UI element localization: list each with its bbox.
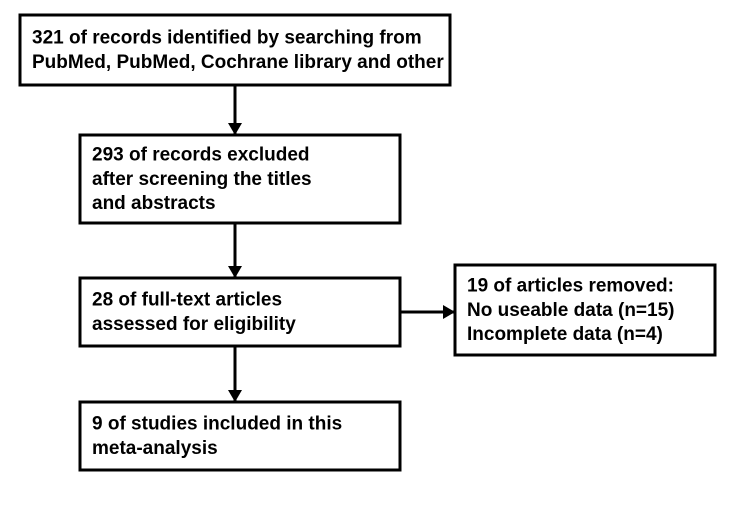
flow-node-included: 9 of studies included in this meta-analys…	[80, 402, 400, 470]
flow-node-removed-line-2: Incomplete data (n=4)	[467, 324, 663, 345]
flow-node-excluded: 293 of records excluded after screening t…	[80, 135, 400, 223]
flow-node-removed: 19 of articles removed: No useable data (…	[455, 265, 715, 355]
flow-node-removed-line-1: No useable data (n=15)	[467, 300, 674, 321]
flow-node-identified: 321 of records identified by searching f…	[20, 15, 450, 85]
flow-node-assessed-line-1: assessed for eligibility	[92, 314, 296, 335]
flow-node-included-line-1: meta-analysis	[92, 438, 218, 459]
flow-node-identified-line-1: PubMed, PubMed, Cochrane library and oth…	[32, 52, 444, 73]
flow-node-assessed-line-0: 28 of full-text articles	[92, 290, 282, 311]
flow-node-excluded-line-0: 293 of records excluded	[92, 145, 310, 166]
prisma-flowchart: 321 of records identified by searching f…	[0, 0, 736, 510]
flow-node-assessed: 28 of full-text articles assessed for eli…	[80, 278, 400, 346]
flow-node-excluded-line-2: and abstracts	[92, 193, 216, 214]
flow-node-identified-line-0: 321 of records identified by searching f…	[32, 28, 422, 49]
flow-node-removed-line-0: 19 of articles removed:	[467, 276, 674, 297]
flow-node-excluded-line-1: after screening the titles	[92, 169, 312, 190]
flow-node-included-line-0: 9 of studies included in this	[92, 414, 342, 435]
